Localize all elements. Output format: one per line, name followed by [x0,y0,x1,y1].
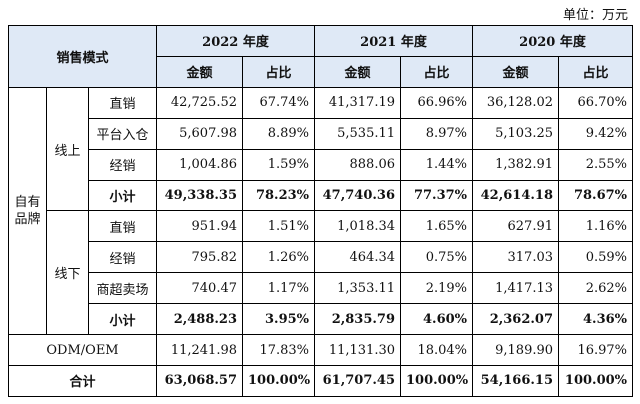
cell-value: 1,018.34 [314,210,402,243]
table-row: 经销 1,004.86 1.59% 888.06 1.44% 1,382.91 … [9,148,634,181]
cell-value: 100.00% [558,364,634,398]
cell-value: 1,004.86 [156,148,244,181]
cell-value: 11,241.98 [156,334,244,366]
cell-value: 54,166.15 [472,364,560,398]
cell-value: 77.37% [400,179,474,212]
cell-value: 1,417.13 [472,272,560,305]
cell-value: 78.23% [242,179,316,212]
cell-value: 1.65% [400,210,474,243]
cell-value: 17.83% [242,334,316,366]
cell-value: 2.19% [400,272,474,305]
sales-mode-header: 销售模式 [7,25,158,88]
cell-value: 42,614.18 [472,179,560,212]
amount-header: 金额 [314,55,402,88]
cell-value: 740.47 [156,272,244,305]
year-header-2020: 2020 年度 [472,25,634,57]
cell-value: 1.51% [242,210,316,243]
cell-value: 42,725.52 [156,86,244,119]
table-row: 商超卖场 740.47 1.17% 1,353.11 2.19% 1,417.1… [9,272,634,305]
cell-value: 2,362.07 [472,303,560,336]
cell-value: 317.03 [472,241,560,274]
offline-group-label: 线下 [46,210,89,336]
cell-value: 66.70% [558,86,634,119]
row-label: 合计 [7,364,158,398]
row-label: 直销 [87,86,158,119]
cell-value: 8.97% [400,117,474,150]
cell-value: 1.26% [242,241,316,274]
year-header-2022: 2022 年度 [156,25,316,57]
cell-value: 1.17% [242,272,316,305]
table-row: 线下 直销 951.94 1.51% 1,018.34 1.65% 627.91… [9,210,634,336]
cell-value: 951.94 [156,210,244,243]
subtotal-row-online: 小计 49,338.35 78.23% 47,740.36 77.37% 42,… [9,179,634,212]
header-row-metrics: 金额 占比 金额 占比 金额 占比 [9,55,634,88]
cell-value: 61,707.45 [314,364,402,398]
cell-value: 18.04% [400,334,474,366]
total-row: 合计 63,068.57 100.00% 61,707.45 100.00% 5… [7,364,634,398]
cell-value: 5,535.11 [314,117,402,150]
share-header: 占比 [558,55,634,88]
cell-value: 2.55% [558,148,634,181]
cell-value: 67.74% [242,86,316,119]
cell-value: 1.59% [242,148,316,181]
cell-value: 5,607.98 [156,117,244,150]
cell-value: 11,131.30 [314,334,402,366]
cell-value: 100.00% [242,364,316,398]
cell-value: 47,740.36 [314,179,402,212]
unit-label: 单位：万元 [562,8,628,23]
cell-value: 4.36% [558,303,634,336]
cell-value: 2.62% [558,272,634,305]
cell-value: 3.95% [242,303,316,336]
cell-value: 66.96% [400,86,474,119]
cell-value: 4.60% [400,303,474,336]
cell-value: 1.16% [558,210,634,243]
row-label: 经销 [87,148,158,181]
year-header-2021: 2021 年度 [314,25,474,57]
cell-value: 100.00% [400,364,474,398]
cell-value: 78.67% [558,179,634,212]
amount-header: 金额 [156,55,244,88]
odm-oem-row: ODM/OEM 11,241.98 17.83% 11,131.30 18.04… [7,334,634,366]
cell-value: 464.34 [314,241,402,274]
row-label: 小计 [87,179,158,212]
table-row: 自有品牌 线上 直销 42,725.52 67.74% 41,317.19 66… [8,86,634,336]
cell-value: 16.97% [558,334,634,366]
cell-value: 9,189.90 [472,334,560,366]
cell-value: 1,353.11 [314,272,402,305]
row-label: ODM/OEM [7,334,158,366]
sales-mode-table: 销售模式 2022 年度 2021 年度 2020 年度 金额 占比 金额 占比… [7,25,634,398]
cell-value: 41,317.19 [314,86,402,119]
cell-value: 9.42% [558,117,634,150]
cell-value: 49,338.35 [156,179,244,212]
amount-header: 金额 [472,55,560,88]
share-header: 占比 [400,55,474,88]
row-label: 直销 [87,210,158,243]
subtotal-row-offline: 小计 2,488.23 3.95% 2,835.79 4.60% 2,362.0… [9,303,634,336]
cell-value: 0.75% [400,241,474,274]
cell-value: 2,488.23 [156,303,244,336]
cell-value: 1,382.91 [472,148,560,181]
row-label: 商超卖场 [87,272,158,305]
row-label: 经销 [87,241,158,274]
cell-value: 5,103.25 [472,117,560,150]
cell-value: 2,835.79 [314,303,402,336]
cell-value: 627.91 [472,210,560,243]
row-label: 小计 [87,303,158,336]
share-header: 占比 [242,55,316,88]
header-row-years: 销售模式 2022 年度 2021 年度 2020 年度 [7,25,634,88]
cell-value: 888.06 [314,148,402,181]
table-row: 经销 795.82 1.26% 464.34 0.75% 317.03 0.59… [9,241,634,274]
cell-value: 63,068.57 [156,364,244,398]
online-group-label: 线上 [46,86,89,212]
own-brand-group-label: 自有品牌 [8,86,47,336]
cell-value: 36,128.02 [472,86,560,119]
cell-value: 1.44% [400,148,474,181]
cell-value: 795.82 [156,241,244,274]
table-row: 平台入仓 5,607.98 8.89% 5,535.11 8.97% 5,103… [9,117,634,150]
row-label: 平台入仓 [87,117,158,150]
cell-value: 8.89% [242,117,316,150]
cell-value: 0.59% [558,241,634,274]
